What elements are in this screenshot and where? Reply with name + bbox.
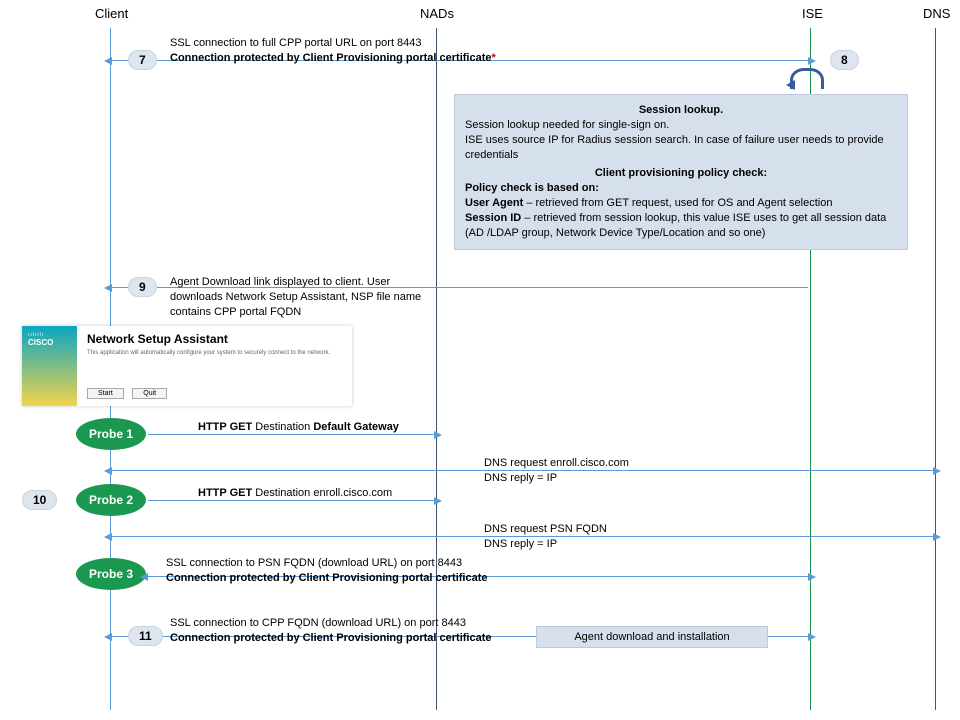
step7-line2: Connection protected by Client Provision… <box>170 52 492 64</box>
probe1-b: Destination <box>255 421 313 433</box>
lane-label-ise: ISE <box>802 6 823 21</box>
lifeline-nads <box>436 28 437 710</box>
probe1-c: Default Gateway <box>313 421 399 433</box>
note-h1: Session lookup. <box>465 103 897 118</box>
loop-arrow-head <box>786 80 795 90</box>
lifeline-dns <box>935 28 936 710</box>
msg-step9: Agent Download link displayed to client.… <box>170 275 440 320</box>
step-badge-8: 8 <box>830 50 859 70</box>
lane-label-nads: NADs <box>420 6 454 21</box>
nsa-body: Network Setup Assistant This application… <box>77 326 352 406</box>
probe-2-node: Probe 2 <box>76 484 146 516</box>
loop-arrow-icon <box>790 68 824 89</box>
note-n5b: – retrieved from session lookup, this va… <box>465 212 886 239</box>
msg-dns1: DNS request enroll.cisco.com DNS reply =… <box>484 456 629 486</box>
step11-l2: Connection protected by Client Provision… <box>170 631 510 646</box>
probe2-b: Destination enroll.cisco.com <box>255 487 392 499</box>
note-n5a: Session ID <box>465 212 521 224</box>
msg-probe1: HTTP GET Destination Default Gateway <box>198 420 399 435</box>
nsa-card: ıılıılı CISCO Network Setup Assistant Th… <box>22 326 352 406</box>
probe1-a: HTTP GET <box>198 421 255 433</box>
probe3-l2: Connection protected by Client Provision… <box>166 571 636 586</box>
cisco-brand: CISCO <box>28 338 53 347</box>
step7-line1: SSL connection to full CPP portal URL on… <box>170 36 600 51</box>
note-n3: Policy check is based on: <box>465 181 897 196</box>
nsa-start-button[interactable]: Start <box>87 388 124 399</box>
nsa-brand-panel: ıılıılı CISCO <box>22 326 77 406</box>
nsa-subtitle: This application will automatically conf… <box>87 350 342 357</box>
note-n2: ISE uses source IP for Radius session se… <box>465 133 897 163</box>
step-badge-9: 9 <box>128 277 157 297</box>
nsa-title: Network Setup Assistant <box>87 332 342 346</box>
lane-label-dns: DNS <box>923 6 950 21</box>
msg-step7: SSL connection to full CPP portal URL on… <box>170 36 600 66</box>
nsa-quit-button[interactable]: Quit <box>132 388 167 399</box>
msg-step11: SSL connection to CPP FQDN (download URL… <box>170 616 510 646</box>
probe-1-node: Probe 1 <box>76 418 146 450</box>
msg-probe2: HTTP GET Destination enroll.cisco.com <box>198 486 392 501</box>
step-badge-7: 7 <box>128 50 157 70</box>
dns2-rep: DNS reply = IP <box>484 537 607 552</box>
step7-asterisk: * <box>492 52 496 64</box>
dns2-req: DNS request PSN FQDN <box>484 522 607 537</box>
probe2-a: HTTP GET <box>198 487 255 499</box>
msg-probe3: SSL connection to PSN FQDN (download URL… <box>166 556 636 586</box>
note-n4a: User Agent <box>465 197 523 209</box>
step-badge-10: 10 <box>22 490 57 510</box>
lane-label-client: Client <box>95 6 128 21</box>
probe3-l1: SSL connection to PSN FQDN (download URL… <box>166 556 636 571</box>
msg-dns2: DNS request PSN FQDN DNS reply = IP <box>484 522 607 552</box>
note-session-policy: Session lookup. Session lookup needed fo… <box>454 94 908 250</box>
agent-download-box: Agent download and installation <box>536 626 768 648</box>
note-n1: Session lookup needed for single-sign on… <box>465 118 897 133</box>
step-badge-11: 11 <box>128 626 163 646</box>
dns1-req: DNS request enroll.cisco.com <box>484 456 629 471</box>
note-h2: Client provisioning policy check: <box>465 166 897 181</box>
step11-l1: SSL connection to CPP FQDN (download URL… <box>170 616 510 631</box>
note-n4b: – retrieved from GET request, used for O… <box>523 197 832 209</box>
probe-3-node: Probe 3 <box>76 558 146 590</box>
dns1-rep: DNS reply = IP <box>484 471 629 486</box>
